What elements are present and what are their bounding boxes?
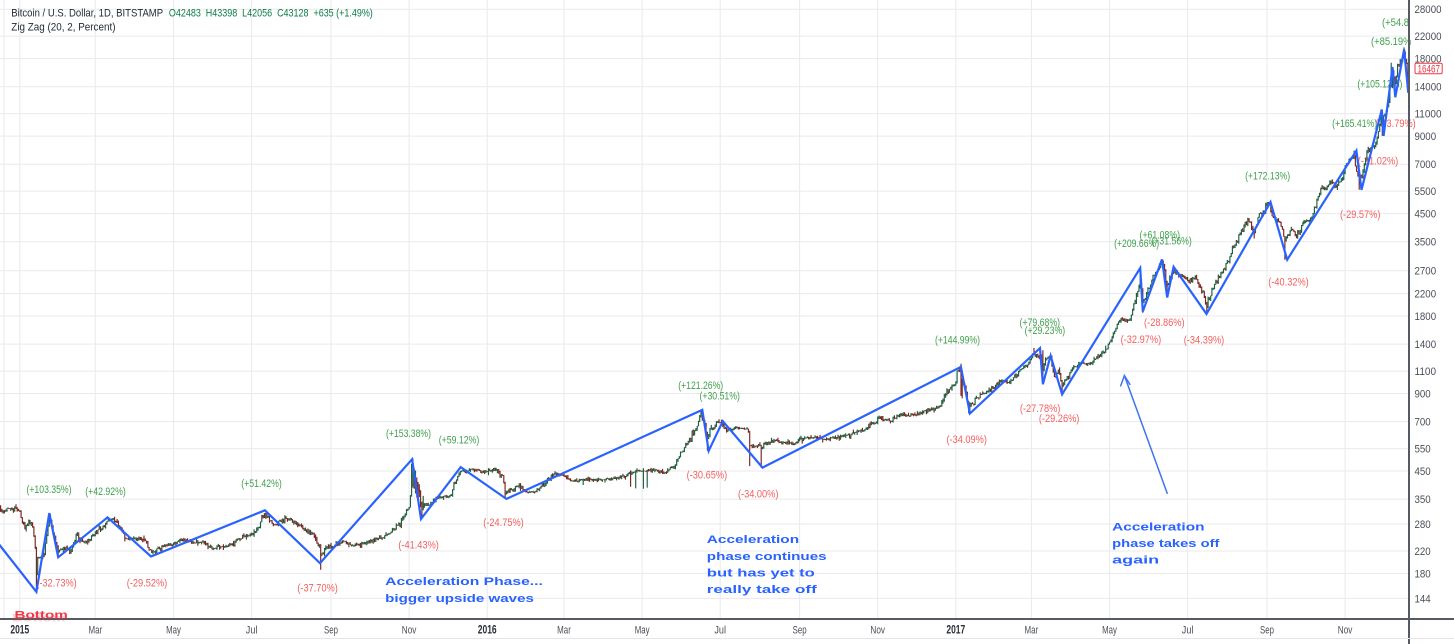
svg-text:(+172.13%): (+172.13%) (1245, 171, 1290, 183)
svg-text:(+31.56%): (+31.56%) (1151, 236, 1192, 248)
svg-text:Jul: Jul (246, 625, 258, 637)
svg-text:18000: 18000 (1415, 54, 1442, 66)
svg-text:3500: 3500 (1415, 237, 1437, 249)
svg-text:Mar: Mar (557, 625, 571, 637)
svg-text:(-34.39%): (-34.39%) (1184, 335, 1225, 347)
svg-text:450: 450 (1415, 466, 1431, 478)
svg-text:(+85.19%: (+85.19% (1371, 36, 1412, 48)
svg-text:May: May (166, 625, 181, 637)
svg-text:(+29.23%): (+29.23%) (1025, 325, 1066, 337)
svg-text:bigger upside waves: bigger upside waves (385, 593, 534, 605)
svg-text:5500: 5500 (1415, 186, 1437, 198)
svg-text:Acceleration Phase...: Acceleration Phase... (385, 576, 543, 588)
svg-text:(+79.68%): (+79.68%) (1020, 317, 1061, 329)
svg-text:(+209.66%): (+209.66%) (1114, 238, 1159, 250)
svg-text:Nov: Nov (402, 625, 417, 637)
svg-text:9000: 9000 (1415, 131, 1437, 143)
svg-text:Nov: Nov (870, 625, 885, 637)
svg-text:(-41.43%): (-41.43%) (398, 540, 439, 552)
svg-text:(-29.52%): (-29.52%) (127, 578, 168, 590)
svg-text:2700: 2700 (1415, 266, 1437, 278)
svg-text:Sep: Sep (793, 625, 807, 637)
svg-text:(+51.42%): (+51.42%) (241, 478, 282, 490)
svg-text:180: 180 (1415, 568, 1431, 580)
svg-text:350: 350 (1415, 494, 1431, 506)
svg-text:really take off: really take off (707, 584, 818, 596)
svg-text:16467: 16467 (1417, 63, 1440, 75)
svg-text:May: May (635, 625, 650, 637)
svg-text:14000: 14000 (1415, 82, 1442, 94)
svg-text:144: 144 (1415, 593, 1431, 605)
svg-text:1100: 1100 (1415, 366, 1437, 378)
svg-text:2016: 2016 (478, 625, 497, 637)
svg-text:Bitcoin / U.S. Dollar, 1D, BIT: Bitcoin / U.S. Dollar, 1D, BITSTAMP (11, 8, 163, 20)
svg-text:Acceleration: Acceleration (1112, 521, 1205, 533)
svg-text:(+165.41%): (+165.41%) (1332, 118, 1377, 130)
svg-text:Bottom: Bottom (12, 612, 66, 624)
svg-text:(+54.8: (+54.8 (1382, 17, 1409, 29)
svg-text:O42483 H43398 L42056 C43128: O42483 H43398 L42056 C43128 +635 (+1.49%… (169, 8, 373, 20)
svg-text:900: 900 (1415, 389, 1431, 401)
svg-text:28000: 28000 (1415, 4, 1442, 16)
svg-text:(+59.12%): (+59.12%) (439, 434, 480, 446)
svg-text:700: 700 (1415, 417, 1431, 429)
svg-text:220: 220 (1415, 546, 1431, 558)
svg-text:2015: 2015 (10, 625, 29, 637)
svg-text:(-40.32%): (-40.32%) (1268, 276, 1309, 288)
svg-text:(-32.97%): (-32.97%) (1121, 334, 1162, 346)
svg-text:(-24.75%): (-24.75%) (483, 517, 524, 529)
svg-text:2017: 2017 (946, 625, 965, 637)
svg-text:(+42.92%): (+42.92%) (85, 486, 126, 498)
svg-text:(-34.00%): (-34.00%) (738, 488, 779, 500)
svg-text:2200: 2200 (1415, 289, 1437, 301)
svg-text:(-32.73%): (-32.73%) (36, 578, 77, 590)
svg-text:(-29.26%): (-29.26%) (1039, 413, 1080, 425)
svg-text:1800: 1800 (1415, 311, 1437, 323)
svg-text:Bottom: Bottom (15, 610, 69, 622)
svg-text:(-28.86%): (-28.86%) (1144, 317, 1185, 329)
svg-text:Zig Zag (20, 2, Percent): Zig Zag (20, 2, Percent) (11, 21, 115, 33)
svg-text:again: again (1112, 555, 1159, 567)
svg-text:(+103.35%): (+103.35%) (27, 484, 72, 496)
svg-text:11000: 11000 (1415, 109, 1442, 121)
svg-text:280: 280 (1415, 519, 1431, 531)
svg-text:1400: 1400 (1415, 339, 1437, 351)
svg-text:22000: 22000 (1415, 31, 1442, 43)
svg-text:(-30.65%): (-30.65%) (687, 470, 728, 482)
svg-text:(-34.09%): (-34.09%) (946, 434, 987, 446)
svg-text:4500: 4500 (1415, 209, 1437, 221)
svg-text:Mar: Mar (88, 625, 102, 637)
svg-text:(-37.70%): (-37.70%) (297, 583, 338, 595)
svg-text:Sep: Sep (1260, 625, 1274, 637)
svg-text:(+121.26%): (+121.26%) (678, 380, 723, 392)
svg-text:(+30.51%): (+30.51%) (699, 391, 740, 403)
svg-text:but has yet to: but has yet to (707, 567, 815, 579)
svg-text:(-27.78%): (-27.78%) (1020, 403, 1061, 415)
svg-text:7000: 7000 (1415, 159, 1437, 171)
svg-text:Acceleration: Acceleration (707, 534, 800, 546)
svg-text:phase takes off: phase takes off (1112, 538, 1220, 550)
svg-text:(+144.99%): (+144.99%) (935, 335, 980, 347)
svg-text:(+61.08%): (+61.08%) (1140, 230, 1181, 242)
svg-text:May: May (1102, 625, 1117, 637)
svg-text:(-29.57%): (-29.57%) (1340, 209, 1381, 221)
svg-text:phase continues: phase continues (707, 551, 827, 563)
svg-text:(+153.38%): (+153.38%) (386, 428, 431, 440)
svg-text:Sep: Sep (324, 625, 338, 637)
svg-text:Jul: Jul (1182, 625, 1194, 637)
svg-text:Nov: Nov (1338, 625, 1353, 637)
svg-text:Mar: Mar (1025, 625, 1039, 637)
svg-text:550: 550 (1415, 444, 1431, 456)
svg-text:Jul: Jul (714, 625, 726, 637)
